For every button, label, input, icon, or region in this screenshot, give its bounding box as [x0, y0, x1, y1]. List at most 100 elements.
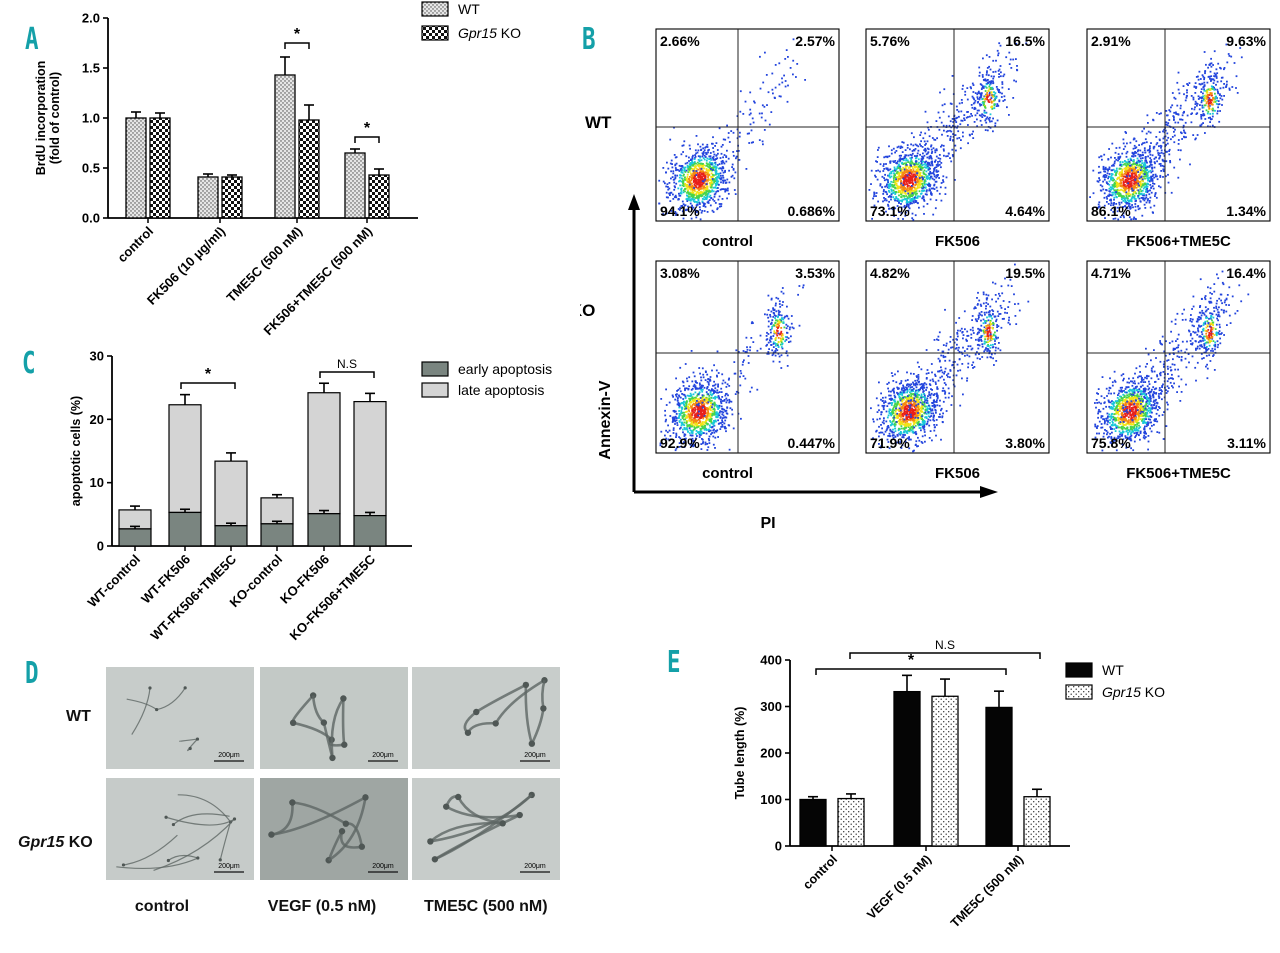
flow-event: [674, 420, 677, 423]
flow-event: [723, 162, 726, 165]
flow-event: [1132, 168, 1134, 170]
chart-c-significance-2-label: N.S: [337, 357, 357, 371]
chart-a-bar-wt: [197, 176, 219, 219]
flow-event: [972, 84, 975, 86]
flow-event: [713, 413, 716, 416]
flow-event: [1211, 98, 1214, 101]
flow-event: [1125, 165, 1128, 167]
flow-event: [986, 79, 988, 82]
flow-event: [689, 176, 691, 178]
flow-event: [689, 147, 691, 150]
flow-event: [675, 182, 678, 185]
flow-event: [706, 194, 709, 197]
flow-event: [978, 114, 981, 117]
flow-event: [1216, 88, 1219, 91]
flow-event: [1209, 77, 1211, 80]
flow-event: [682, 441, 685, 444]
flow-event: [706, 185, 709, 188]
flow-event: [1132, 155, 1135, 158]
chart-e-bar-wt: [799, 798, 827, 847]
flow-event: [1114, 151, 1117, 154]
flow-event: [1218, 94, 1221, 96]
flow-event: [1204, 94, 1207, 97]
flow-event: [969, 86, 972, 88]
flow-event: [680, 190, 683, 192]
flow-event: [979, 104, 982, 107]
flow-event: [986, 129, 989, 132]
flow-event: [749, 123, 752, 126]
flow-event: [966, 111, 968, 113]
flow-event: [712, 435, 715, 438]
flow-event: [920, 158, 923, 160]
flow-event: [699, 164, 701, 167]
flow-event: [938, 154, 941, 156]
flow-event: [1204, 118, 1207, 120]
flow-event: [796, 63, 799, 65]
flow-event: [692, 399, 694, 402]
flow-event: [745, 168, 748, 170]
flow-plot: 3.08% 3.53%92.9% 0.447%control: [655, 260, 840, 482]
flow-event: [710, 197, 713, 199]
flow-event: [875, 160, 877, 163]
flow-event: [888, 145, 890, 148]
flow-event: [694, 400, 697, 402]
flow-event: [1125, 185, 1127, 188]
flow-event: [925, 153, 928, 156]
flow-event: [1116, 188, 1119, 191]
flow-event: [1125, 166, 1127, 169]
flow-event: [750, 129, 753, 132]
flow-event: [1143, 167, 1146, 169]
flow-event: [683, 173, 685, 176]
flow-event: [1103, 204, 1106, 207]
flow-event: [925, 175, 928, 178]
flow-event: [1108, 190, 1111, 192]
flow-event: [1206, 93, 1209, 96]
flow-event: [695, 216, 698, 219]
flow-event: [746, 348, 749, 351]
flow-event: [1184, 121, 1187, 124]
flow-event: [921, 182, 924, 185]
flow-event: [683, 170, 686, 172]
flow-event: [1211, 78, 1213, 81]
flow-event: [995, 95, 998, 98]
flow-event: [759, 55, 761, 58]
flow-event: [949, 157, 951, 159]
flow-event: [1146, 191, 1149, 194]
flow-event: [704, 202, 706, 205]
flow-event: [692, 385, 695, 388]
flow-event: [900, 193, 903, 196]
flow-event: [904, 165, 907, 168]
flow-event: [1102, 174, 1105, 177]
flow-event: [956, 116, 959, 119]
flow-event: [924, 180, 927, 183]
flow-event: [1134, 205, 1137, 208]
flow-event: [951, 148, 954, 151]
flow-event: [703, 432, 705, 434]
flow-event: [1143, 127, 1145, 130]
flow-event: [714, 387, 717, 390]
flow-event: [979, 94, 982, 96]
flow-event: [918, 166, 920, 168]
flow-event: [1130, 182, 1132, 185]
flow-event: [1112, 193, 1114, 196]
flow-event: [981, 86, 984, 89]
flow-event: [1108, 168, 1111, 170]
flow-event: [1201, 104, 1204, 107]
flow-event: [693, 158, 696, 161]
flow-event: [708, 155, 711, 158]
flow-event: [1117, 159, 1119, 162]
flow-event: [689, 399, 692, 401]
flow-event: [760, 116, 763, 119]
flow-event: [1206, 95, 1209, 97]
flow-event: [907, 173, 909, 176]
flow-event: [697, 414, 700, 417]
flow-event: [695, 430, 698, 432]
flow-event: [713, 380, 715, 383]
flow-event: [749, 349, 751, 352]
flow-event: [718, 203, 721, 205]
flow-event: [1139, 169, 1142, 171]
flow-event: [1133, 152, 1135, 155]
flow-event: [1195, 87, 1197, 89]
flow-event: [1113, 198, 1115, 201]
flow-event: [1149, 145, 1151, 148]
